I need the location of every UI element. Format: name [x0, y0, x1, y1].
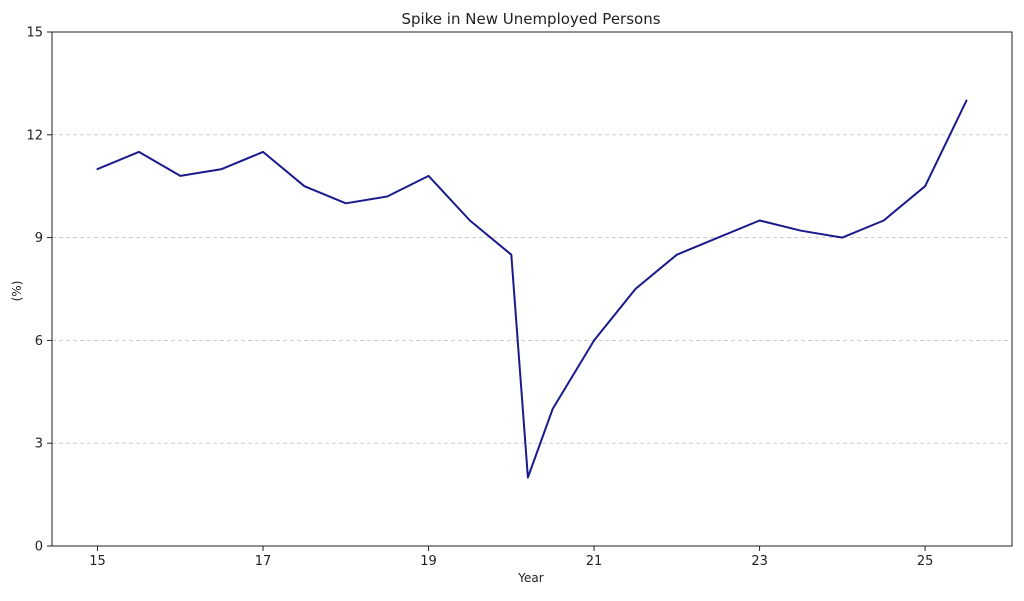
- x-tick-label: 15: [89, 554, 106, 569]
- y-axis-ticks: 0 3 6 9 12 15: [26, 26, 52, 555]
- plot-frame: [51, 31, 1013, 547]
- x-tick-label: 23: [751, 554, 768, 569]
- series-line: [96, 99, 968, 479]
- x-tick-label: 19: [420, 554, 437, 569]
- x-axis-label: Year: [517, 571, 543, 585]
- grid-lines: [52, 134, 1012, 444]
- y-tick-label: 6: [35, 334, 43, 349]
- y-tick-label: 15: [26, 26, 43, 41]
- y-axis-label: (%): [10, 281, 24, 302]
- series-layer: [96, 99, 968, 479]
- y-tick-label: 12: [26, 128, 43, 143]
- chart-title: Spike in New Unemployed Persons: [401, 10, 660, 28]
- x-tick-label: 17: [255, 554, 272, 569]
- x-tick-label: 25: [917, 554, 934, 569]
- y-tick-label: 3: [35, 437, 43, 452]
- x-axis-ticks: 15 17 19 21 23 25: [89, 546, 933, 569]
- y-tick-label: 9: [35, 231, 43, 246]
- y-tick-label: 0: [35, 540, 43, 555]
- x-tick-label: 21: [586, 554, 603, 569]
